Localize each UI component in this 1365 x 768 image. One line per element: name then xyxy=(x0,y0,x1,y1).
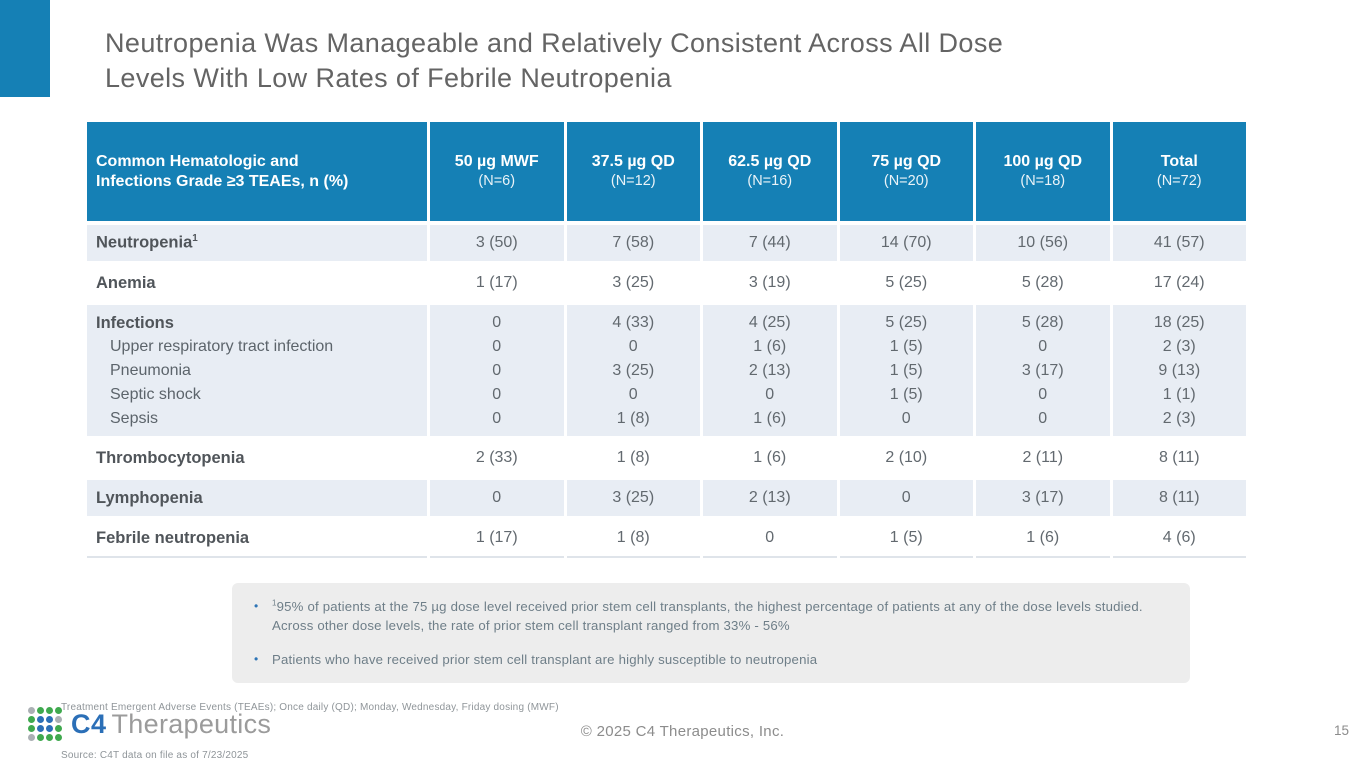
column-header-50ug-mwf: 50 µg MWF (N=6) xyxy=(430,122,564,221)
table-row-anemia: Anemia 1 (17) 3 (25) 3 (19) 5 (25) 5 (28… xyxy=(87,265,1246,301)
column-header-100ug-qd: 100 µg QD (N=18) xyxy=(976,122,1110,221)
therapeutics-logo-text: Therapeutics xyxy=(111,708,272,739)
teae-table: Common Hematologic and Infections Grade … xyxy=(84,118,1249,562)
copyright-text: © 2025 C4 Therapeutics, Inc. xyxy=(580,723,785,740)
page-number: 15 xyxy=(1333,723,1349,738)
source-text: Source: C4T data on file as of 7/23/2025 xyxy=(61,750,249,761)
footnote-marker: 1 xyxy=(192,233,198,245)
column-header-total: Total (N=72) xyxy=(1112,122,1246,221)
footnote-bullet-2: • Patients who have received prior stem … xyxy=(252,650,1164,669)
table-row-febrile-neutropenia: Febrile neutropenia 1 (17) 1 (8) 0 1 (5)… xyxy=(87,520,1246,558)
table-header-row-label: Common Hematologic and Infections Grade … xyxy=(87,122,427,221)
bullet-icon: • xyxy=(254,599,259,613)
footnote-bullet-1: • 195% of patients at the 75 µg dose lev… xyxy=(252,597,1164,635)
footnote-text-2: Patients who have received prior stem ce… xyxy=(272,652,818,668)
footnote-marker: 1 xyxy=(272,598,277,608)
column-header-37-5ug-qd: 37.5 µg QD (N=12) xyxy=(566,122,700,221)
abbreviations-text: Treatment Emergent Adverse Events (TEAEs… xyxy=(61,702,559,713)
column-header-75ug-qd: 75 µg QD (N=20) xyxy=(839,122,973,221)
teae-table-container: Common Hematologic and Infections Grade … xyxy=(84,118,1249,562)
page-title: Neutropenia Was Manageable and Relativel… xyxy=(105,26,1285,95)
column-header-62-5ug-qd: 62.5 µg QD (N=16) xyxy=(703,122,837,221)
c4-logo-text: C4 xyxy=(71,708,107,739)
bullet-icon: • xyxy=(254,652,259,667)
title-line-1: Neutropenia Was Manageable and Relativel… xyxy=(105,28,1004,58)
table-header-row: Common Hematologic and Infections Grade … xyxy=(87,122,1246,221)
title-line-2: Levels With Low Rates of Febrile Neutrop… xyxy=(105,62,672,93)
table-row-lymphopenia: Lymphopenia 0 3 (25) 2 (13) 0 3 (17) 8 (… xyxy=(87,480,1246,516)
table-row-neutropenia: Neutropenia1 3 (50) 7 (58) 7 (44) 14 (70… xyxy=(87,225,1246,261)
c4-therapeutics-logo: C4 Therapeutics xyxy=(28,707,271,741)
c4-logo-dots-icon xyxy=(28,707,62,741)
table-row-infections-group: Infections Upper respiratory tract infec… xyxy=(87,305,1246,436)
table-row-thrombocytopenia: Thrombocytopenia 2 (33) 1 (8) 1 (6) 2 (1… xyxy=(87,440,1246,476)
footnote-text-1: 195% of patients at the 75 µg dose level… xyxy=(272,598,1143,634)
accent-bar xyxy=(0,0,50,97)
footnote-box: • 195% of patients at the 75 µg dose lev… xyxy=(232,583,1190,684)
